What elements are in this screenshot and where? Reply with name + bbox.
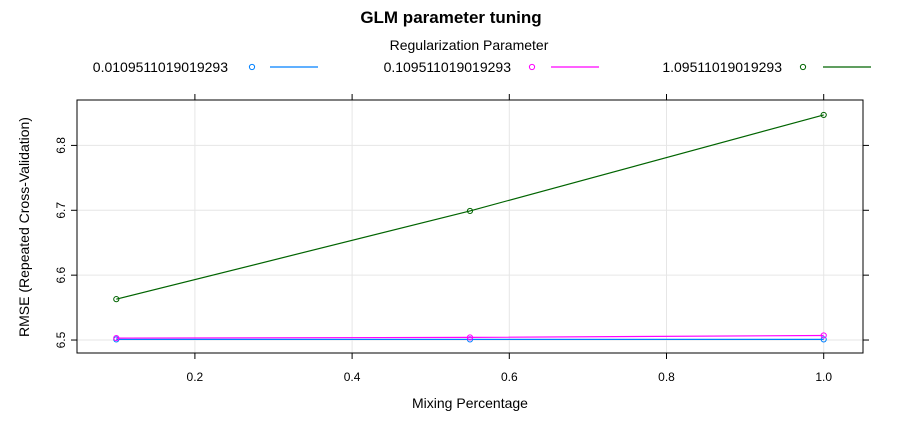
- legend-title: Regularization Parameter: [390, 37, 549, 53]
- y-tick-label: 6.6: [54, 266, 68, 283]
- legend: 0.0109511019019293 0.109511019019293 1.095…: [93, 59, 871, 75]
- series-2: [113, 332, 827, 342]
- legend-item: 0.0109511019019293: [93, 59, 318, 75]
- y-tick-label: 6.8: [54, 137, 68, 154]
- data-point: [113, 296, 120, 303]
- series-line: [116, 114, 824, 300]
- x-tick-label: 1.0: [815, 370, 832, 384]
- data-point: [466, 334, 474, 341]
- data-point: [820, 332, 827, 339]
- series-group: [113, 111, 827, 343]
- x-tick-label: 0.4: [344, 370, 361, 384]
- legend-marker: [528, 63, 536, 71]
- y-axis: 6.5 6.6 6.7 6.8: [54, 137, 869, 348]
- x-tick-label: 0.6: [501, 370, 518, 384]
- x-axis-label: Mixing Percentage: [412, 395, 528, 411]
- plot-frame: [76, 99, 864, 354]
- grid: [77, 100, 863, 353]
- legend-label: 1.09511019019293: [662, 59, 782, 75]
- legend-marker: [799, 63, 807, 71]
- x-tick-label: 0.8: [658, 370, 675, 384]
- data-point: [820, 111, 827, 119]
- series-line: [116, 334, 824, 339]
- legend-label: 0.0109511019019293: [93, 59, 228, 75]
- legend-label: 0.109511019019293: [384, 59, 512, 75]
- x-tick-label: 0.2: [187, 370, 204, 384]
- series-3: [113, 111, 827, 303]
- y-axis-label: RMSE (Repeated Cross-Validation): [16, 117, 32, 337]
- legend-marker: [248, 63, 256, 71]
- y-tick-label: 6.5: [54, 331, 68, 348]
- data-point: [466, 336, 474, 343]
- data-point: [466, 207, 474, 215]
- data-point: [820, 336, 827, 343]
- chart-title: GLM parameter tuning: [360, 8, 541, 27]
- y-tick-label: 6.7: [54, 202, 68, 219]
- data-point: [113, 334, 120, 342]
- legend-item: 0.109511019019293: [384, 59, 599, 75]
- legend-item: 1.09511019019293: [662, 59, 871, 75]
- x-axis: 0.2 0.4 0.6 0.8 1.0: [187, 94, 832, 384]
